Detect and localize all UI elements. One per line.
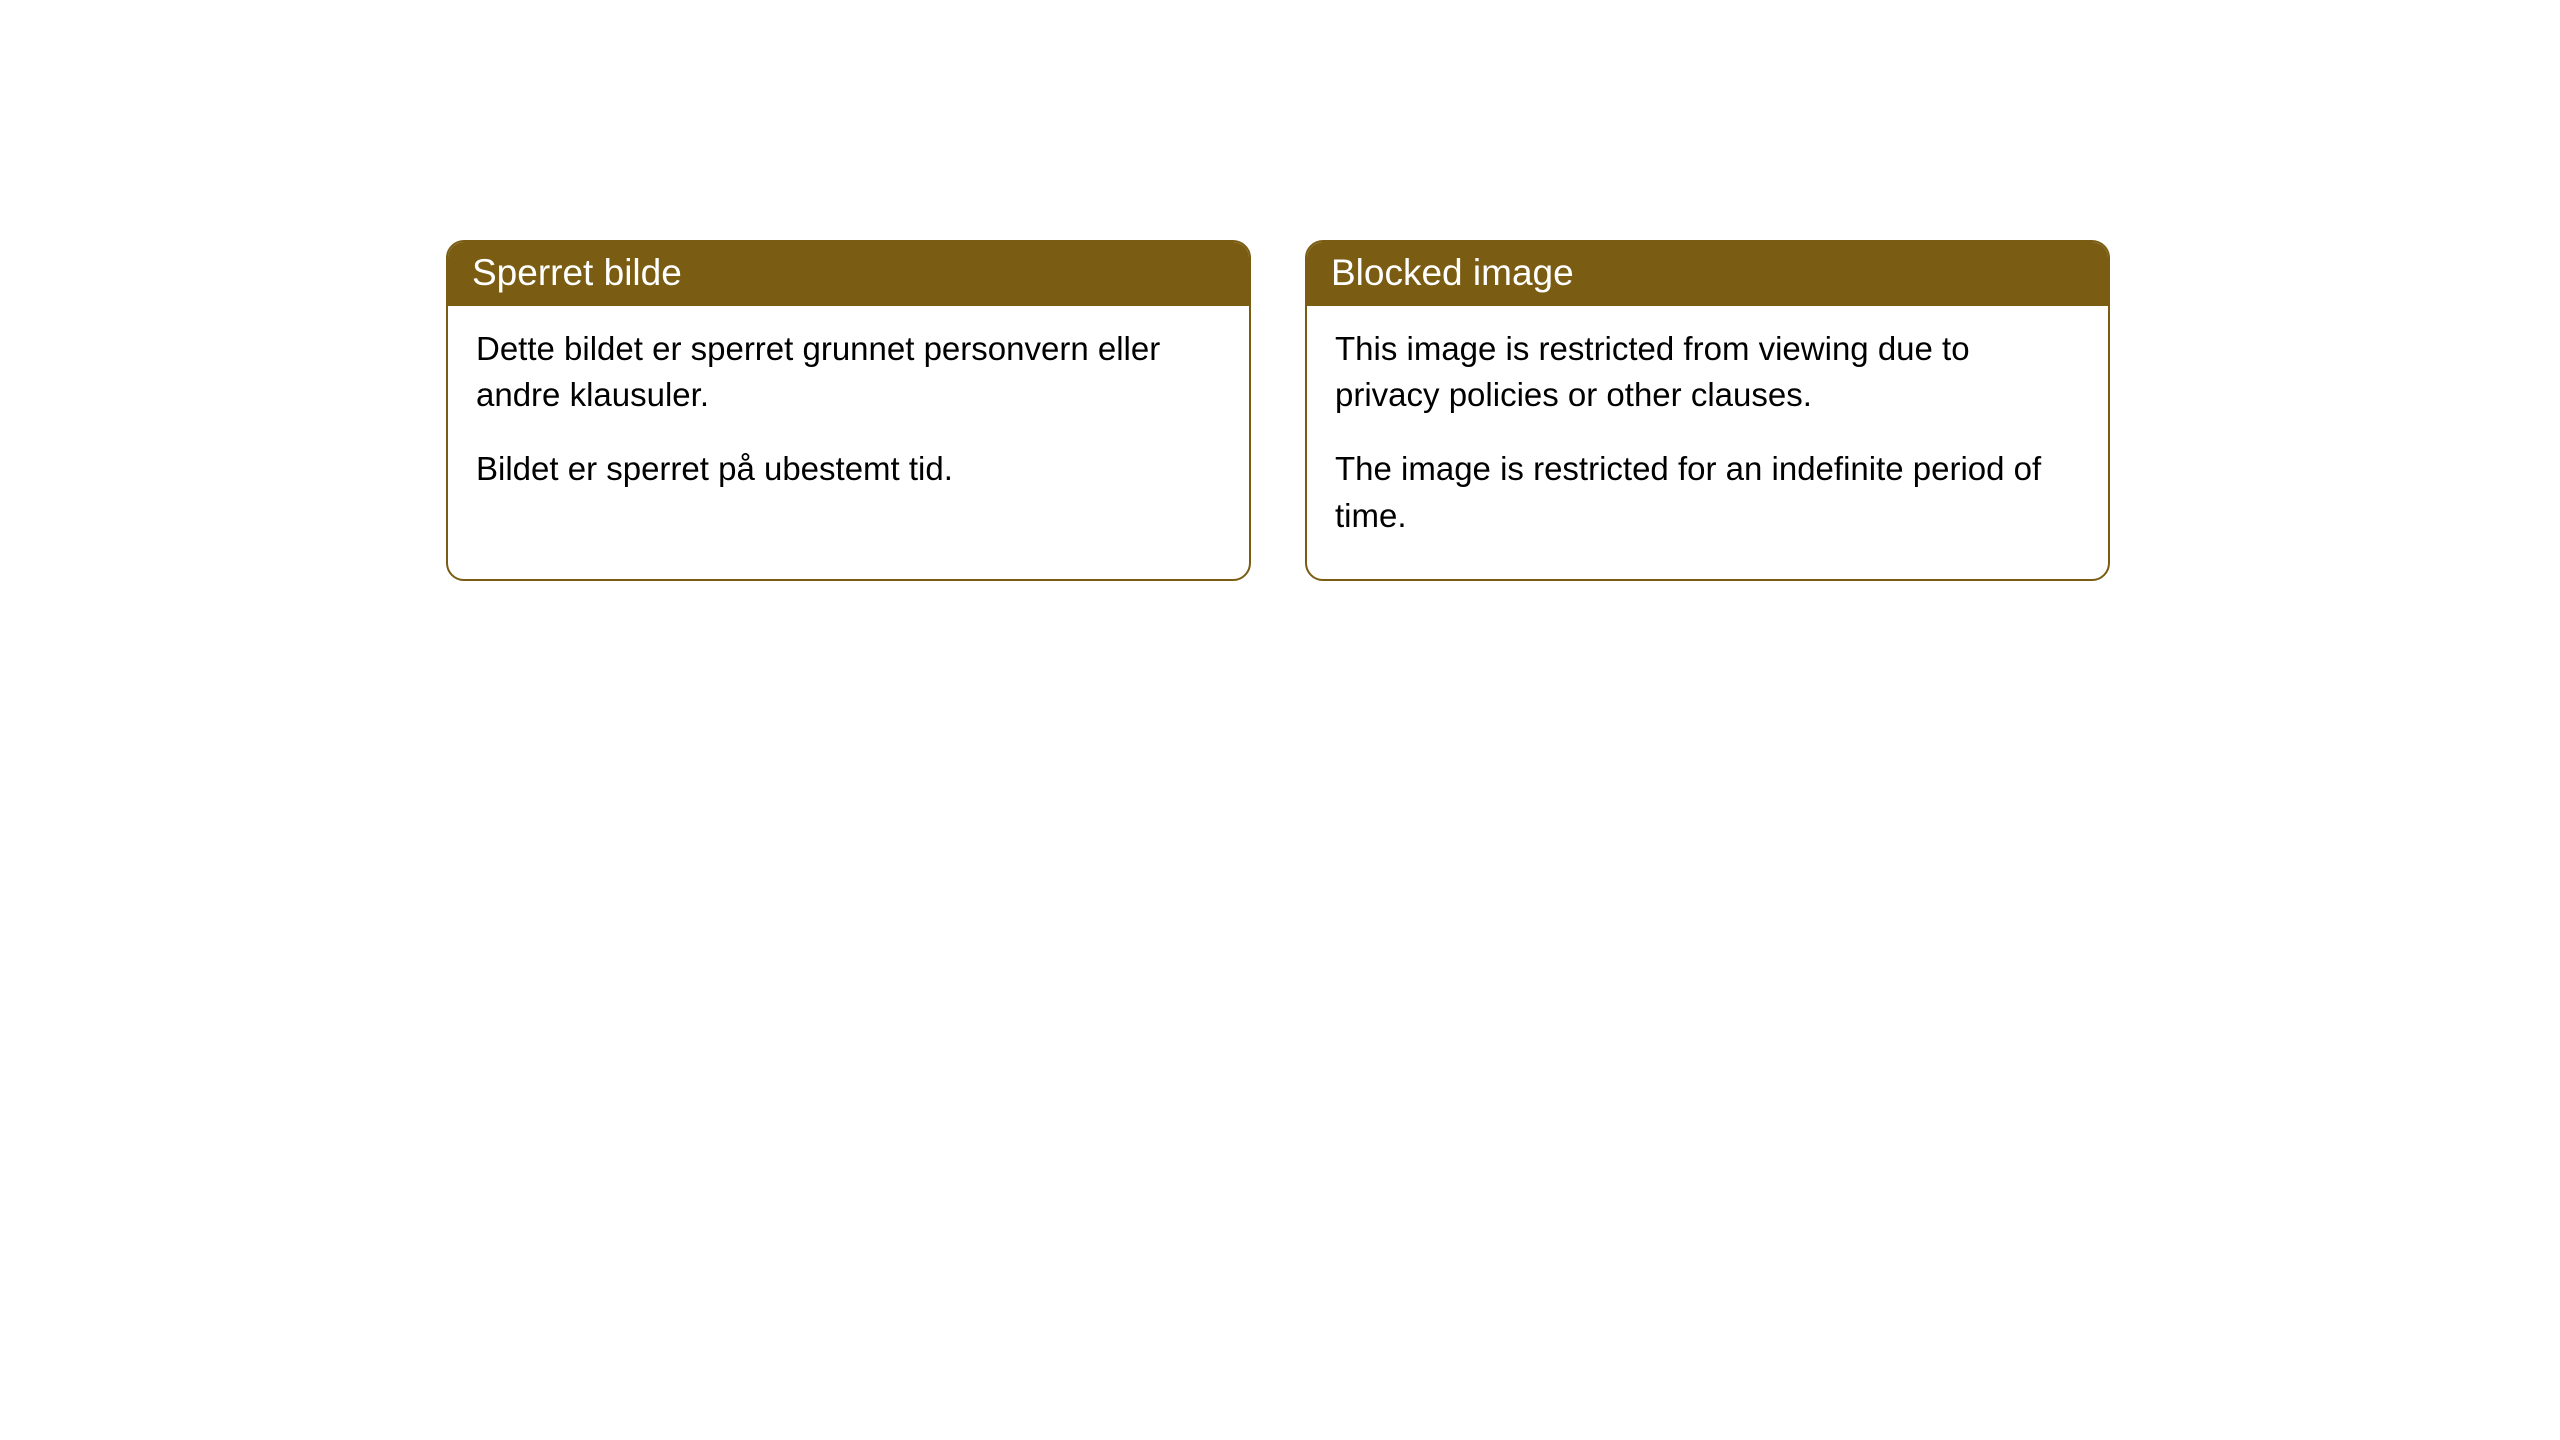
card-body: This image is restricted from viewing du… [1307, 306, 2108, 579]
card-paragraph: This image is restricted from viewing du… [1335, 326, 2080, 418]
card-paragraph: Dette bildet er sperret grunnet personve… [476, 326, 1221, 418]
card-paragraph: Bildet er sperret på ubestemt tid. [476, 446, 1221, 492]
card-paragraph: The image is restricted for an indefinit… [1335, 446, 2080, 538]
card-body: Dette bildet er sperret grunnet personve… [448, 306, 1249, 533]
card-header: Sperret bilde [448, 242, 1249, 306]
card-header: Blocked image [1307, 242, 2108, 306]
blocked-image-card-english: Blocked image This image is restricted f… [1305, 240, 2110, 581]
card-title: Blocked image [1331, 252, 1574, 293]
notice-cards-container: Sperret bilde Dette bildet er sperret gr… [446, 240, 2110, 581]
blocked-image-card-norwegian: Sperret bilde Dette bildet er sperret gr… [446, 240, 1251, 581]
card-title: Sperret bilde [472, 252, 682, 293]
